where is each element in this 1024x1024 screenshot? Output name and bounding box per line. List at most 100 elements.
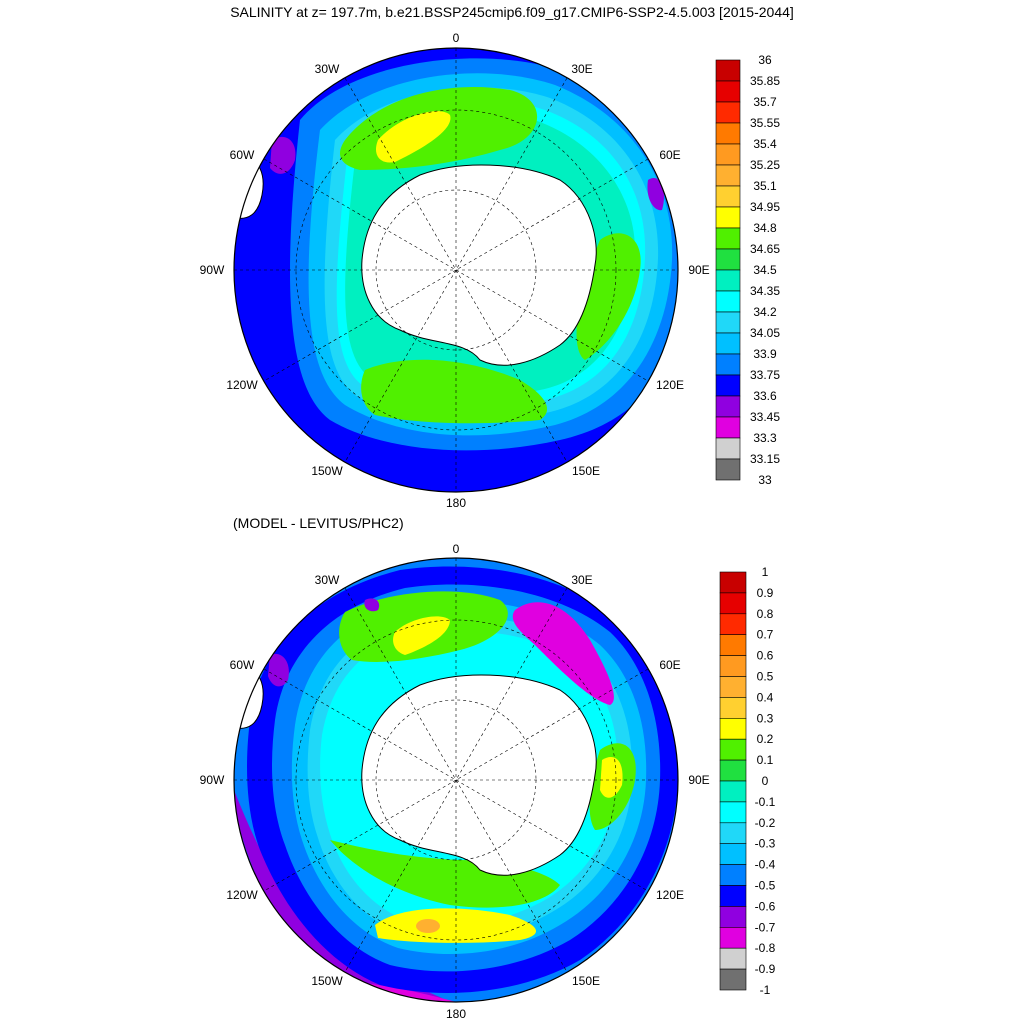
salinity-colorbar-swatch-7 (715, 206, 741, 229)
antarctica-landmass (361, 164, 597, 366)
contour-neg0.7-west (268, 653, 289, 687)
salinity-colorbar-swatch-16 (715, 395, 741, 418)
difference-colorbar-label-13: -0.3 (755, 837, 776, 851)
salinity-colorbar-label-16: 33.6 (753, 389, 777, 403)
difference-colorbar-label-12: -0.2 (755, 816, 776, 830)
contour-33.6-west (270, 136, 296, 174)
salinity-colorbar: 36 35.85 35.7 35.55 35.4 35.25 35.1 34.95 34.8 34… (715, 53, 780, 487)
lon-label-60e: 60E (659, 658, 680, 672)
lon-label-60e: 60E (659, 148, 680, 162)
lon-label-0: 0 (453, 542, 460, 556)
difference-colorbar-swatch-1 (719, 592, 747, 615)
salinity-colorbar-label-0: 36 (758, 53, 772, 67)
lon-label-60w: 60W (230, 148, 255, 162)
lon-label-90w: 90W (200, 263, 225, 277)
difference-colorbar-label-17: -0.7 (755, 920, 776, 934)
contour-0.2-north (393, 616, 450, 655)
difference-colorbar-swatch-15 (719, 885, 747, 907)
lon-label-150w: 150W (311, 974, 343, 988)
salinity-colorbar-label-17: 33.45 (750, 410, 780, 424)
difference-colorbar: 1 0.9 0.8 0.7 0.6 0.5 0.4 0.3 0.2 0.1 0 -0.1 -0.2 -0.… (719, 565, 776, 997)
contour-34.8 (375, 111, 451, 163)
contour-33.6-east (647, 178, 665, 211)
map-border (233, 47, 679, 493)
difference-colorbar-label-15: -0.5 (755, 879, 776, 893)
difference-colorbar-label-4: 0.6 (757, 649, 774, 663)
map-border (233, 557, 679, 1003)
salinity-colorbar-label-3: 35.55 (750, 116, 780, 130)
difference-colorbar-swatch-0 (719, 571, 747, 594)
contour-0.3-peak (416, 919, 440, 933)
salinity-colorbar-label-9: 34.65 (750, 242, 780, 256)
difference-colorbar-swatch-8 (719, 738, 747, 761)
difference-colorbar-swatch-17 (719, 926, 747, 949)
difference-colorbar-label-9: 0.1 (757, 753, 774, 767)
salinity-colorbar-swatch-10 (715, 269, 741, 292)
difference-colorbar-label-0: 1 (762, 565, 769, 579)
salinity-colorbar-label-20: 33 (758, 473, 772, 487)
salinity-colorbar-label-14: 33.9 (753, 347, 777, 361)
lon-label-90w: 90W (200, 773, 225, 787)
salinity-polar-map: 0 30E 60E 90E 120E 150E 180 150W 120W 90… (200, 31, 710, 510)
difference-colorbar-swatch-3 (719, 634, 747, 656)
salinity-colorbar-swatch-19 (715, 458, 741, 481)
lon-label-150w: 150W (311, 464, 343, 478)
difference-colorbar-label-8: 0.2 (757, 732, 774, 746)
lon-label-30e: 30E (571, 62, 592, 76)
difference-colorbar-swatch-7 (719, 717, 747, 740)
salinity-colorbar-swatch-5 (715, 164, 741, 187)
salinity-colorbar-label-18: 33.3 (753, 431, 777, 445)
difference-colorbar-swatch-19 (719, 968, 747, 991)
difference-colorbar-swatch-13 (719, 843, 747, 865)
lon-label-120e: 120E (656, 888, 684, 902)
lon-label-180: 180 (446, 496, 466, 510)
difference-colorbar-label-11: -0.1 (755, 795, 776, 809)
contour-0.1-south (330, 840, 560, 908)
salinity-colorbar-swatch-4 (715, 143, 741, 166)
lon-label-90e: 90E (688, 263, 709, 277)
contour-0.2-east (600, 757, 623, 798)
salinity-colorbar-label-7: 34.95 (750, 200, 780, 214)
lon-label-30w: 30W (315, 573, 340, 587)
lon-label-150e: 150E (572, 464, 600, 478)
difference-colorbar-label-5: 0.5 (757, 670, 774, 684)
difference-colorbar-swatch-10 (719, 780, 747, 803)
salinity-colorbar-swatch-18 (715, 437, 741, 460)
salinity-colorbar-swatch-12 (715, 311, 741, 334)
contour-34.65-south (361, 359, 548, 424)
lon-label-30w: 30W (315, 62, 340, 76)
salinity-colorbar-swatch-1 (715, 80, 741, 103)
salinity-colorbar-swatch-8 (715, 227, 741, 250)
lon-label-30e: 30E (571, 573, 592, 587)
difference-colorbar-label-10: 0 (762, 774, 769, 788)
lon-label-60w: 60W (230, 658, 255, 672)
salinity-colorbar-swatch-3 (715, 122, 741, 145)
salinity-colorbar-swatch-17 (715, 416, 741, 439)
difference-colorbar-swatch-4 (719, 655, 747, 677)
salinity-colorbar-label-15: 33.75 (750, 368, 780, 382)
difference-colorbar-swatch-2 (719, 613, 747, 635)
salinity-colorbar-label-2: 35.7 (753, 95, 777, 109)
difference-colorbar-swatch-5 (719, 676, 747, 698)
salinity-colorbar-label-13: 34.05 (750, 326, 780, 340)
difference-colorbar-swatch-16 (719, 906, 747, 928)
difference-polar-map: 0 30E 60E 90E 120E 150E 180 150W 120W 90… (200, 542, 710, 1021)
salinity-colorbar-label-8: 34.8 (753, 221, 777, 235)
lon-label-90e: 90E (688, 773, 709, 787)
lon-label-0: 0 (453, 31, 460, 45)
graticule (234, 558, 678, 1002)
graticule (234, 48, 678, 492)
longitude-labels-top: 0 30E 60E 90E 120E 150E 180 150W 120W 90… (200, 31, 710, 510)
difference-colorbar-swatch-12 (719, 822, 747, 844)
salinity-colorbar-label-10: 34.5 (753, 263, 777, 277)
salinity-colorbar-label-6: 35.1 (753, 179, 777, 193)
salinity-colorbar-swatch-14 (715, 353, 741, 376)
figure-title: SALINITY at z= 197.7m, b.e21.BSSP245cmip… (230, 4, 794, 20)
salinity-colorbar-label-1: 35.85 (750, 74, 780, 88)
difference-colorbar-swatch-18 (719, 947, 747, 970)
difference-colorbar-label-6: 0.4 (757, 690, 774, 704)
difference-colorbar-label-14: -0.4 (755, 858, 776, 872)
salinity-colorbar-swatch-9 (715, 248, 741, 271)
lon-label-120w: 120W (226, 888, 258, 902)
difference-colorbar-label-7: 0.3 (757, 711, 774, 725)
